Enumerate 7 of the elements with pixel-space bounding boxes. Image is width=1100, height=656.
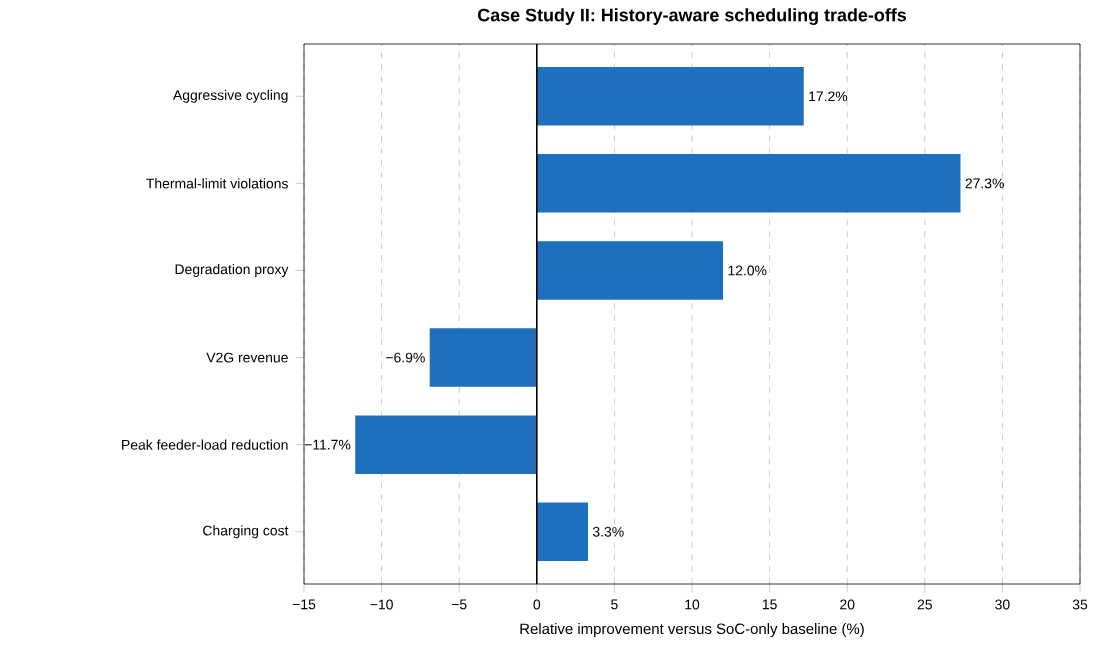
bar bbox=[536, 154, 961, 213]
bar bbox=[536, 67, 804, 126]
bar bbox=[536, 241, 724, 300]
bar bbox=[355, 415, 537, 474]
bar bbox=[429, 328, 537, 387]
bar bbox=[536, 502, 589, 561]
chart-title: Case Study II: History-aware scheduling trade-offs bbox=[478, 8, 907, 26]
